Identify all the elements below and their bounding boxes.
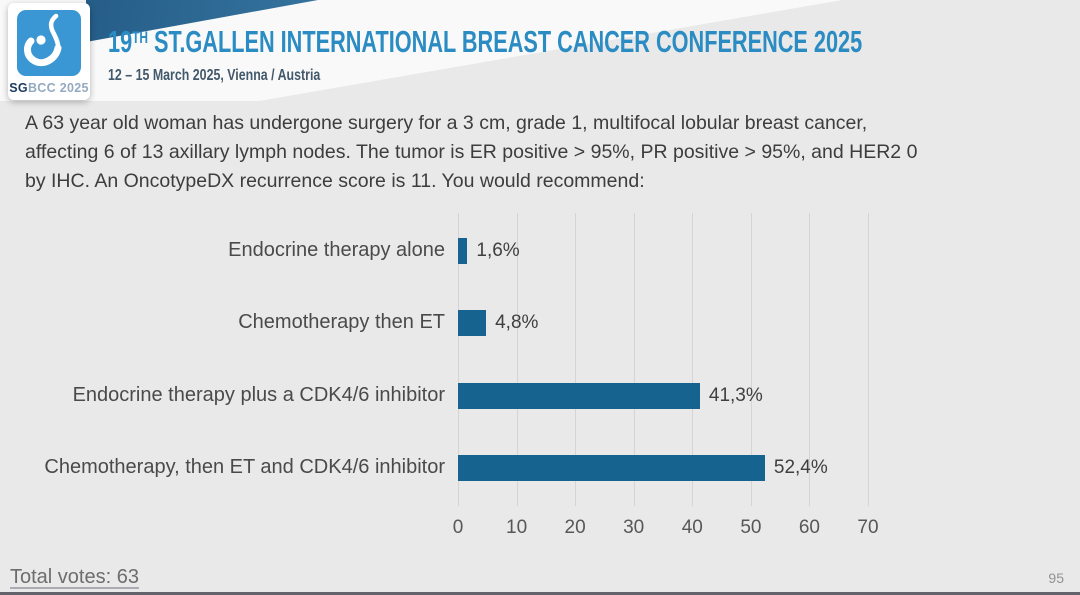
category-label: Chemotherapy, then ET and CDK4/6 inhibit… [44, 456, 445, 478]
x-axis-tick-label: 60 [798, 517, 820, 538]
page-number: 95 [1048, 570, 1064, 586]
bar-segment [458, 310, 487, 336]
sgbcc-logo-text: SGBCC 2025 [9, 81, 89, 95]
x-axis-tick-label: 50 [740, 517, 762, 538]
x-axis-tick-label: 30 [623, 517, 645, 538]
x-axis-tick-label: 10 [506, 517, 528, 538]
chart-gridline [750, 213, 752, 506]
question-line: by IHC. An OncotypeDX recurrence score i… [25, 170, 645, 192]
question-line: affecting 6 of 13 axillary lymph nodes. … [25, 141, 918, 163]
chart-gridline [809, 213, 811, 506]
x-axis-tick-label: 0 [452, 517, 464, 538]
chart-gridline [575, 213, 577, 506]
sgbcc-logo-icon [17, 10, 81, 76]
category-label: Endocrine therapy plus a CDK4/6 inhibito… [72, 384, 445, 406]
question-text: A 63 year old woman has undergone surger… [25, 109, 917, 196]
value-label: 1,6% [476, 240, 520, 261]
value-label: 52,4% [773, 457, 828, 478]
question-line: A 63 year old woman has undergone surger… [25, 112, 868, 134]
x-axis-tick-label: 70 [857, 517, 879, 538]
category-label: Endocrine therapy alone [228, 239, 445, 261]
conference-title: 19TH ST.GALLEN INTERNATIONAL BREAST CANC… [108, 24, 863, 59]
x-axis-tick-label: 40 [681, 517, 703, 538]
value-label: 41,3% [708, 385, 763, 406]
chart-gridline [692, 213, 694, 506]
sgbcc-logo: SGBCC 2025 [8, 3, 90, 100]
bar-segment [458, 455, 765, 481]
category-label: Chemotherapy then ET [238, 311, 445, 333]
bar-segment [458, 383, 700, 409]
chart-gridline [516, 213, 518, 506]
bar-segment [458, 238, 468, 264]
x-axis-tick-label: 20 [564, 517, 586, 538]
chart-gridline [633, 213, 635, 506]
bottom-strip [0, 592, 1080, 595]
conference-subtitle: 12 – 15 March 2025, Vienna / Austria [108, 67, 321, 84]
chart-gridline [868, 213, 869, 506]
chart-gridline [458, 213, 459, 506]
total-votes-label: Total votes: 63 [10, 566, 139, 588]
value-label: 4,8% [495, 312, 539, 333]
